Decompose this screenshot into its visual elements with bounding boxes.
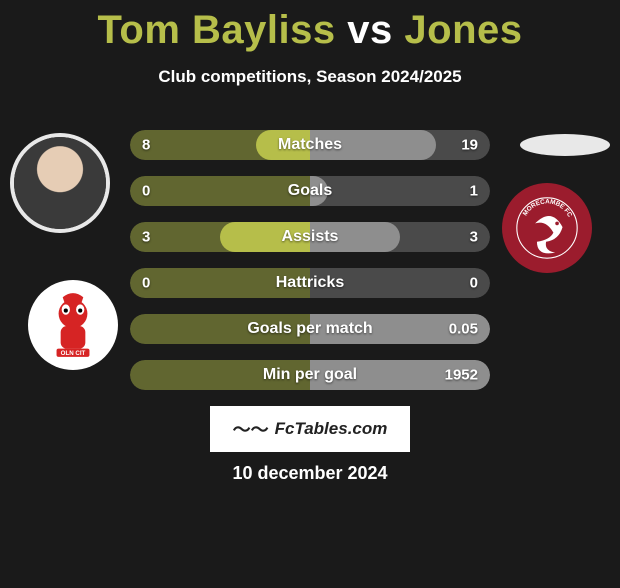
player1-avatar	[10, 133, 110, 233]
title-player2: Jones	[404, 8, 522, 52]
logo-text: FcTables.com	[275, 419, 388, 439]
title-player1: Tom Bayliss	[97, 8, 335, 52]
stats-bars: 819Matches 01Goals 33Assists 00Hattricks 0.0…	[130, 130, 490, 406]
stat-label: Min per goal	[130, 366, 490, 384]
stat-row: 33Assists	[130, 222, 490, 252]
stat-row: 1952Min per goal	[130, 360, 490, 390]
stat-label: Assists	[130, 228, 490, 246]
fctables-logo: 〜〜 FcTables.com	[210, 406, 410, 452]
subtitle: Club competitions, Season 2024/2025	[0, 67, 620, 87]
stat-label: Hattricks	[130, 274, 490, 292]
svg-text:OLN CIT: OLN CIT	[61, 350, 86, 357]
stat-row: 00Hattricks	[130, 268, 490, 298]
mascot-icon: OLN CIT	[28, 280, 118, 370]
wave-icon: 〜〜	[233, 416, 269, 442]
club-badge-left: OLN CIT	[28, 280, 118, 370]
shrimp-icon: MORECAMBE FC	[502, 183, 592, 273]
stat-label: Goals per match	[130, 320, 490, 338]
stat-label: Matches	[130, 136, 490, 154]
stat-row: 0.05Goals per match	[130, 314, 490, 344]
page-title: Tom Bayliss vs Jones	[0, 8, 620, 53]
stat-row: 01Goals	[130, 176, 490, 206]
stat-row: 819Matches	[130, 130, 490, 160]
player2-avatar	[520, 134, 610, 156]
face-icon	[14, 137, 106, 229]
title-vs: vs	[347, 8, 393, 52]
club-badge-right: MORECAMBE FC	[502, 183, 592, 273]
stat-label: Goals	[130, 182, 490, 200]
date-label: 10 december 2024	[0, 463, 620, 484]
